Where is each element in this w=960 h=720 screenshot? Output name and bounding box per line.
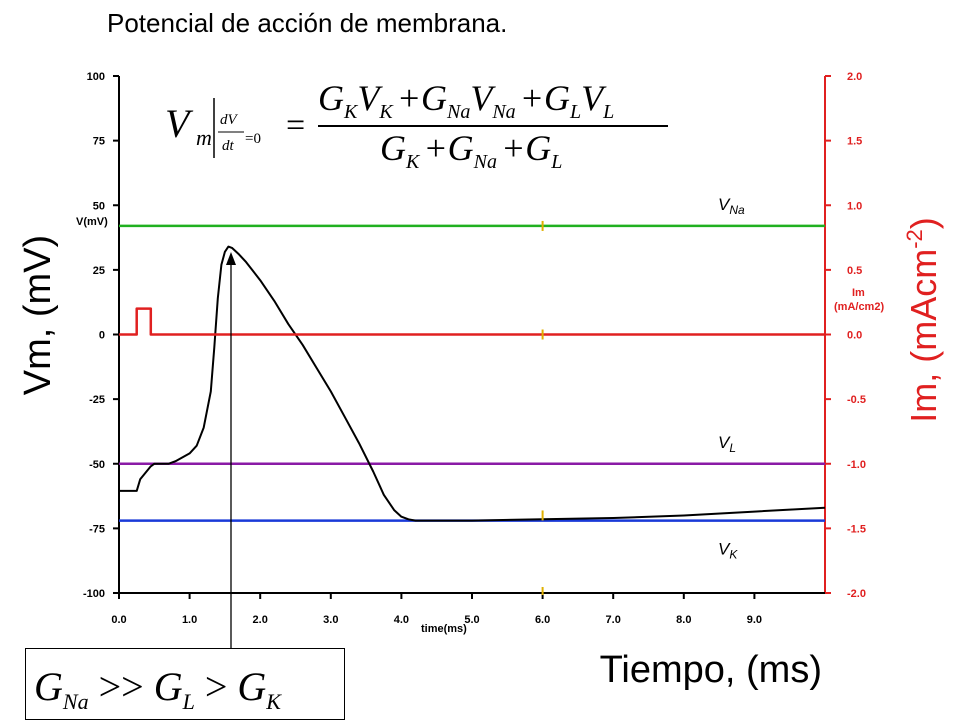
eq-num-7: Na	[491, 101, 515, 123]
ineq-s2: L	[182, 689, 195, 714]
eq-num-10: V	[581, 78, 607, 118]
eq-num-11: L	[602, 101, 614, 123]
ref-label-main: V	[718, 540, 731, 559]
ref-label-VK: VK	[718, 540, 738, 562]
y-axis-label-left: Vm, (mV)	[17, 235, 59, 395]
right-tick-label: -1.0	[847, 459, 866, 471]
inner-ylabel-right-2: (mA/cm2)	[834, 301, 884, 313]
x-tick-label: 5.0	[464, 614, 479, 626]
equation: V m dV dt =0 = GKVK +GNaVNa +GLVL GK +GNa +G…	[165, 78, 668, 173]
left-tick-label: 50	[93, 200, 105, 212]
y-axis-label-right-base: Im, (mAcm	[903, 249, 944, 423]
ineq-op2: >	[205, 664, 228, 709]
right-tick-label: 1.0	[847, 200, 862, 212]
left-tick-label: 25	[93, 265, 105, 277]
eq-num-0: G	[318, 78, 344, 118]
left-tick-label: -50	[89, 459, 105, 471]
y-axis-label-right-close: )	[903, 217, 944, 229]
series-V	[119, 245, 826, 522]
eq-den-2: +G	[423, 128, 473, 168]
eq-eq0: =0	[245, 131, 261, 147]
x-tick-label: 2.0	[253, 614, 268, 626]
x-ticks: 0.0 1.0 2.0 3.0 4.0 5.0 6.0 7.0 8.0 9.0	[111, 593, 762, 626]
ineq-op1: >>	[99, 664, 144, 709]
x-tick-label: 6.0	[535, 614, 550, 626]
inner-ylabel-left: V(mV)	[76, 216, 108, 228]
inner-xlabel: time(ms)	[421, 623, 467, 635]
eq-num-6: V	[470, 78, 496, 118]
right-tick-label: -1.5	[847, 523, 866, 535]
eq-num-4: +G	[397, 78, 447, 118]
left-tick-label: 0	[99, 330, 105, 342]
x-tick-label: 1.0	[182, 614, 197, 626]
chart-title: Potencial de acción de membrana.	[107, 8, 508, 38]
eq-dt: dt	[222, 138, 235, 154]
right-tick-label: 1.5	[847, 136, 862, 148]
left-tick-label: 75	[93, 136, 105, 148]
eq-lhs-m: m	[196, 125, 212, 150]
x-axis-label: Tiempo, (ms)	[600, 649, 822, 691]
right-tick-label: -0.5	[847, 394, 866, 406]
ineq-g3: G	[237, 664, 266, 709]
left-tick-label: -100	[83, 588, 105, 600]
eq-lhs-v: V	[165, 101, 194, 146]
eq-den-4: +G	[501, 128, 551, 168]
eq-num-5: Na	[446, 101, 470, 123]
x-tick-label: 8.0	[676, 614, 691, 626]
series-Im	[119, 307, 825, 336]
x-tick-label: 0.0	[111, 614, 126, 626]
ref-label-sub: K	[729, 548, 738, 562]
eq-num-1: K	[343, 101, 359, 123]
eq-equals: =	[286, 107, 305, 144]
eq-den-1: K	[405, 151, 421, 173]
right-tick-label: 2.0	[847, 71, 862, 83]
inequality-box	[25, 648, 345, 720]
eq-den-5: L	[550, 151, 562, 173]
eq-num-2: V	[357, 78, 383, 118]
right-tick-label: 0.0	[847, 330, 862, 342]
right-ticks: 2.0 1.5 1.0 0.5 0.0 -0.5 -1.0 -1.5 -2.0	[825, 71, 866, 600]
annotation-arrow-head	[226, 252, 236, 265]
ineq-g1: G	[34, 664, 63, 709]
eq-numerator: GKVK +GNaVNa +GLVL	[318, 78, 614, 123]
right-tick-label: 0.5	[847, 265, 862, 277]
inequality-text: GNa >> GL > GK	[34, 664, 282, 714]
y-axis-label-right: Im, (mAcm-2)	[902, 217, 944, 423]
ineq-g2: G	[154, 664, 183, 709]
ref-label-sub: Na	[729, 203, 745, 217]
right-tick-label: -2.0	[847, 588, 866, 600]
eq-denominator: GK +GNa +GL	[380, 128, 562, 173]
ref-label-main: V	[718, 433, 731, 452]
left-tick-label: -75	[89, 523, 105, 535]
eq-num-3: K	[378, 101, 394, 123]
ref-label-sub: L	[729, 441, 736, 455]
ref-label-main: V	[718, 195, 731, 214]
x-tick-label: 7.0	[606, 614, 621, 626]
x-tick-label: 4.0	[394, 614, 409, 626]
left-tick-label: -25	[89, 394, 105, 406]
eq-den-3: Na	[473, 151, 497, 173]
inner-ylabel-right-1: Im	[852, 287, 865, 299]
eq-den-0: G	[380, 128, 406, 168]
left-ticks: 100 75 50 25 0 -25 -50 -75 -100	[83, 71, 119, 600]
ineq-s1: Na	[62, 689, 89, 714]
ref-label-VL: VL	[718, 433, 736, 455]
ineq-s3: K	[265, 689, 282, 714]
eq-dv: dV	[220, 112, 239, 128]
y-axis-label-right-sup: -2	[902, 229, 927, 249]
x-tick-label: 9.0	[747, 614, 762, 626]
eq-num-8: +G	[520, 78, 570, 118]
x-tick-label: 3.0	[323, 614, 338, 626]
left-tick-label: 100	[87, 71, 105, 83]
series-group	[119, 245, 826, 522]
eq-num-9: L	[569, 101, 581, 123]
ref-label-VNa: VNa	[718, 195, 745, 217]
